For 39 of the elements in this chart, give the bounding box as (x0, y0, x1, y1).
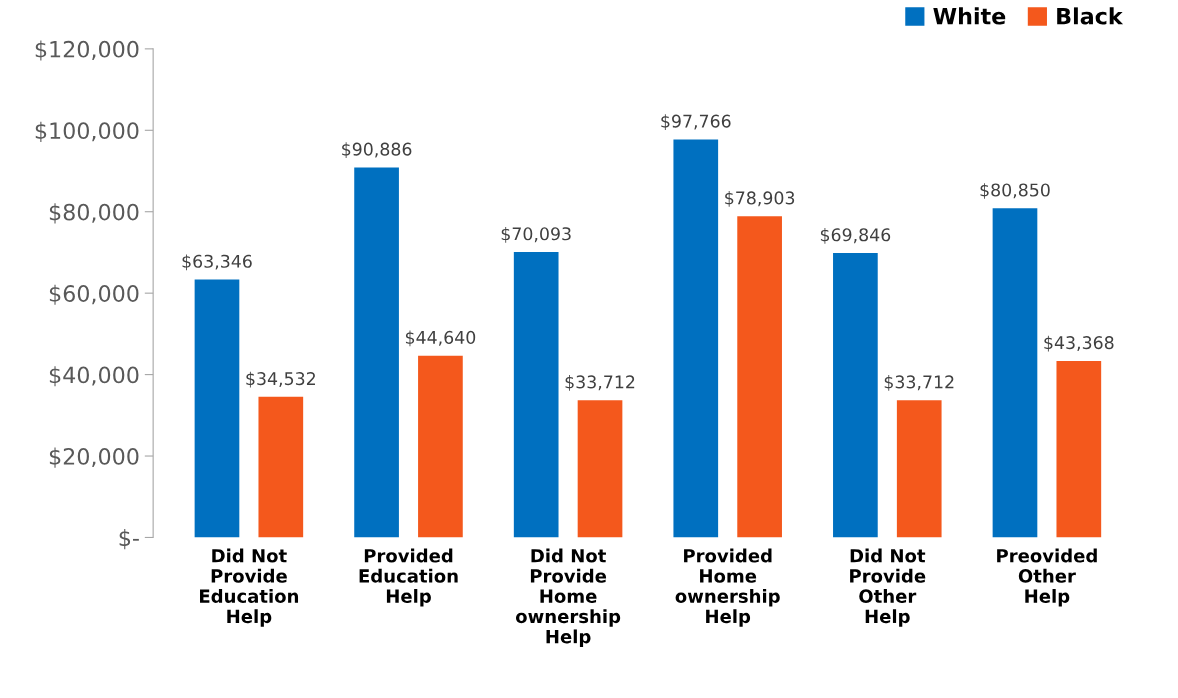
y-tick-label: $- (119, 529, 139, 550)
data-label: $43,368 (1044, 335, 1114, 352)
y-tick-label: $60,000 (49, 284, 139, 305)
data-label: $70,093 (501, 226, 571, 243)
data-label: $78,903 (725, 191, 795, 207)
x-tick-label: Provided Education Help (359, 548, 458, 607)
bar (354, 167, 399, 538)
bar (418, 355, 463, 538)
bar (513, 252, 559, 538)
data-label: $90,886 (342, 142, 412, 159)
legend-label: Black (1057, 7, 1124, 25)
bar (737, 216, 782, 538)
bar (896, 400, 942, 538)
y-tick-label: $80,000 (49, 203, 139, 224)
x-tick-label: Did Not Provide Home ownership Help (515, 548, 621, 647)
x-tick-label: Did Not Provide Other Help (850, 548, 926, 627)
data-label: $80,850 (980, 183, 1050, 199)
bar (833, 253, 878, 538)
data-label: $63,346 (182, 254, 252, 271)
bar (577, 400, 623, 538)
y-tick-label: $120,000 (35, 40, 139, 61)
data-label: $33,712 (884, 375, 954, 391)
bar (1056, 360, 1102, 538)
y-tick-label: $20,000 (49, 447, 139, 468)
data-label: $97,766 (661, 114, 731, 130)
bar (258, 396, 304, 538)
data-label: $34,532 (246, 371, 315, 388)
data-label: $69,846 (820, 227, 891, 244)
x-tick-label: Did Not Provide Education Help (200, 548, 299, 627)
bar (673, 139, 719, 538)
bar (194, 279, 240, 538)
y-tick-label: $40,000 (49, 366, 139, 387)
x-tick-label: Preovided Other Help (997, 548, 1097, 607)
data-label: $44,640 (405, 330, 476, 347)
y-tick-label: $100,000 (35, 121, 139, 142)
x-tick-label: Provided Home ownership Help (675, 548, 780, 627)
data-label: $33,712 (565, 375, 635, 391)
legend-label: White (933, 7, 1006, 25)
bar (992, 208, 1038, 538)
